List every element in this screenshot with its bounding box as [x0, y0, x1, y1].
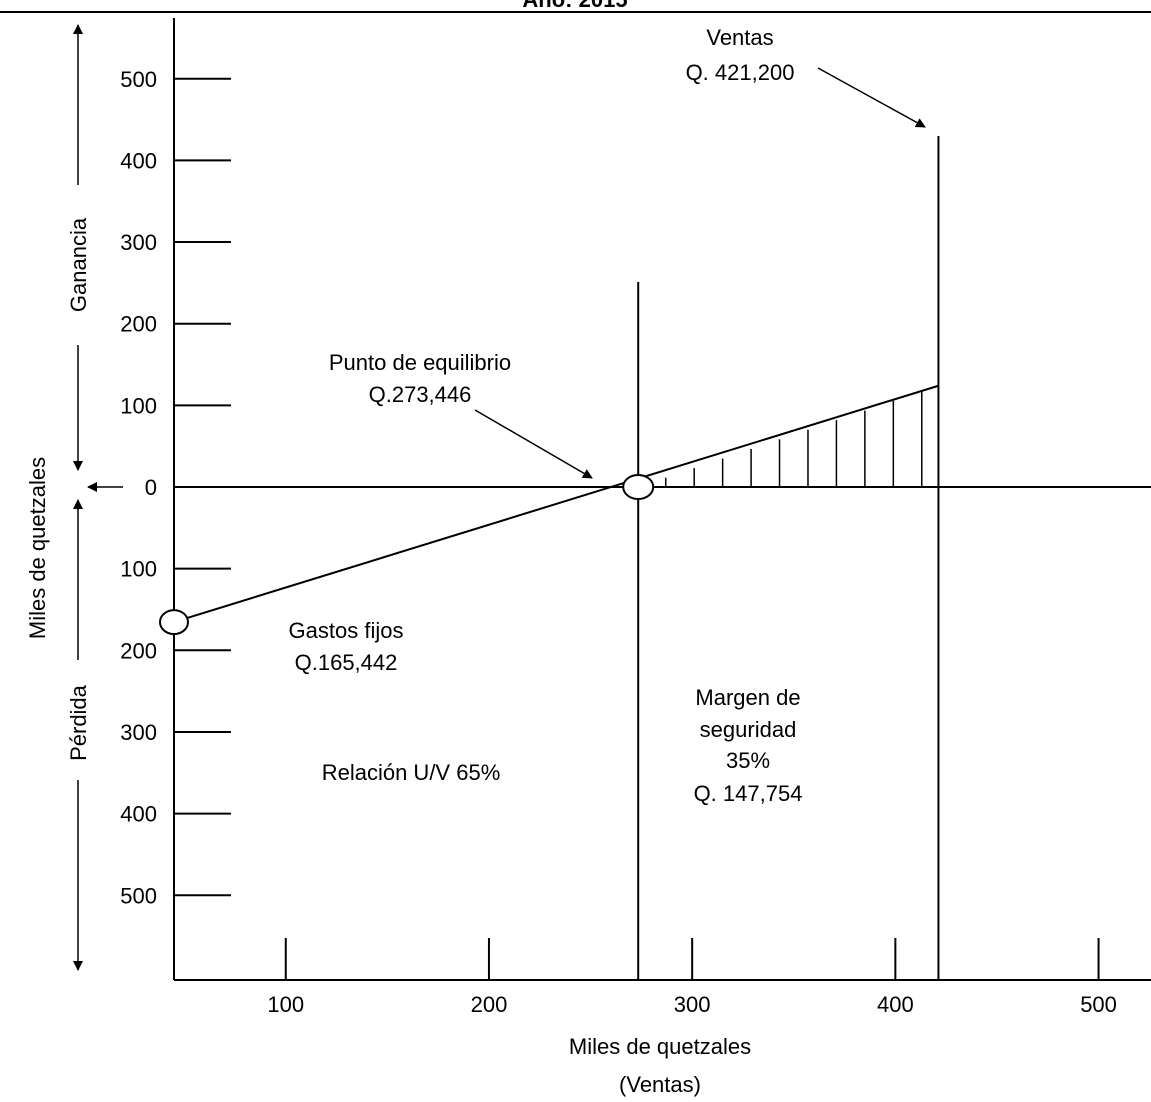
y-tick-label: 400: [120, 148, 157, 173]
breakeven-value: Q.273,446: [369, 382, 472, 407]
breakeven-arrow: [474, 409, 593, 479]
y-tick-label: 100: [120, 557, 157, 582]
x-ticks: 100 200 300 400 500: [267, 938, 1117, 1017]
fixed-cost-marker: [159, 609, 189, 636]
fixed-cost-value: Q.165,442: [295, 650, 398, 675]
x-tick-label: 100: [267, 992, 304, 1017]
sales-value: Q. 421,200: [686, 60, 795, 85]
y-tick-label: 500: [120, 883, 157, 908]
sales-arrow: [817, 67, 926, 128]
x-tick-label: 300: [674, 992, 711, 1017]
y-ticks: 500 400 300 200 100 0 100 200 300 400 500: [120, 67, 231, 908]
x-axis-label-2: (Ventas): [619, 1072, 701, 1097]
margin-label-2: seguridad: [700, 717, 797, 742]
ratio-label: Relación U/V 65%: [322, 760, 501, 785]
x-tick-label: 400: [877, 992, 914, 1017]
y-tick-label: 0: [145, 475, 157, 500]
margin-label-1: Margen de: [695, 685, 800, 710]
sales-label: Ventas: [706, 25, 773, 50]
margin-pct: 35%: [726, 748, 770, 773]
perdida-label: Pérdida: [66, 684, 91, 761]
profit-loss-line: [173, 384, 939, 624]
fixed-cost-label: Gastos fijos: [289, 618, 404, 643]
breakeven-label: Punto de equilibrio: [329, 350, 511, 375]
x-tick-label: 200: [471, 992, 508, 1017]
y-tick-label: 200: [120, 638, 157, 663]
profit-hatch: [664, 391, 923, 487]
ganancia-label: Ganancia: [66, 217, 91, 312]
y-tick-label: 300: [120, 230, 157, 255]
x-tick-label: 500: [1080, 992, 1117, 1017]
y-tick-label: 200: [120, 312, 157, 337]
y-tick-label: 500: [120, 67, 157, 92]
y-axis-label: Miles de quetzales: [25, 457, 50, 639]
y-tick-label: 400: [120, 802, 157, 827]
chart-title: Año: 2015: [522, 0, 627, 12]
margin-value: Q. 147,754: [694, 781, 803, 806]
y-tick-label: 300: [120, 720, 157, 745]
x-axis-label: Miles de quetzales: [569, 1034, 751, 1059]
y-tick-label: 100: [120, 393, 157, 418]
breakeven-marker: [622, 474, 655, 500]
